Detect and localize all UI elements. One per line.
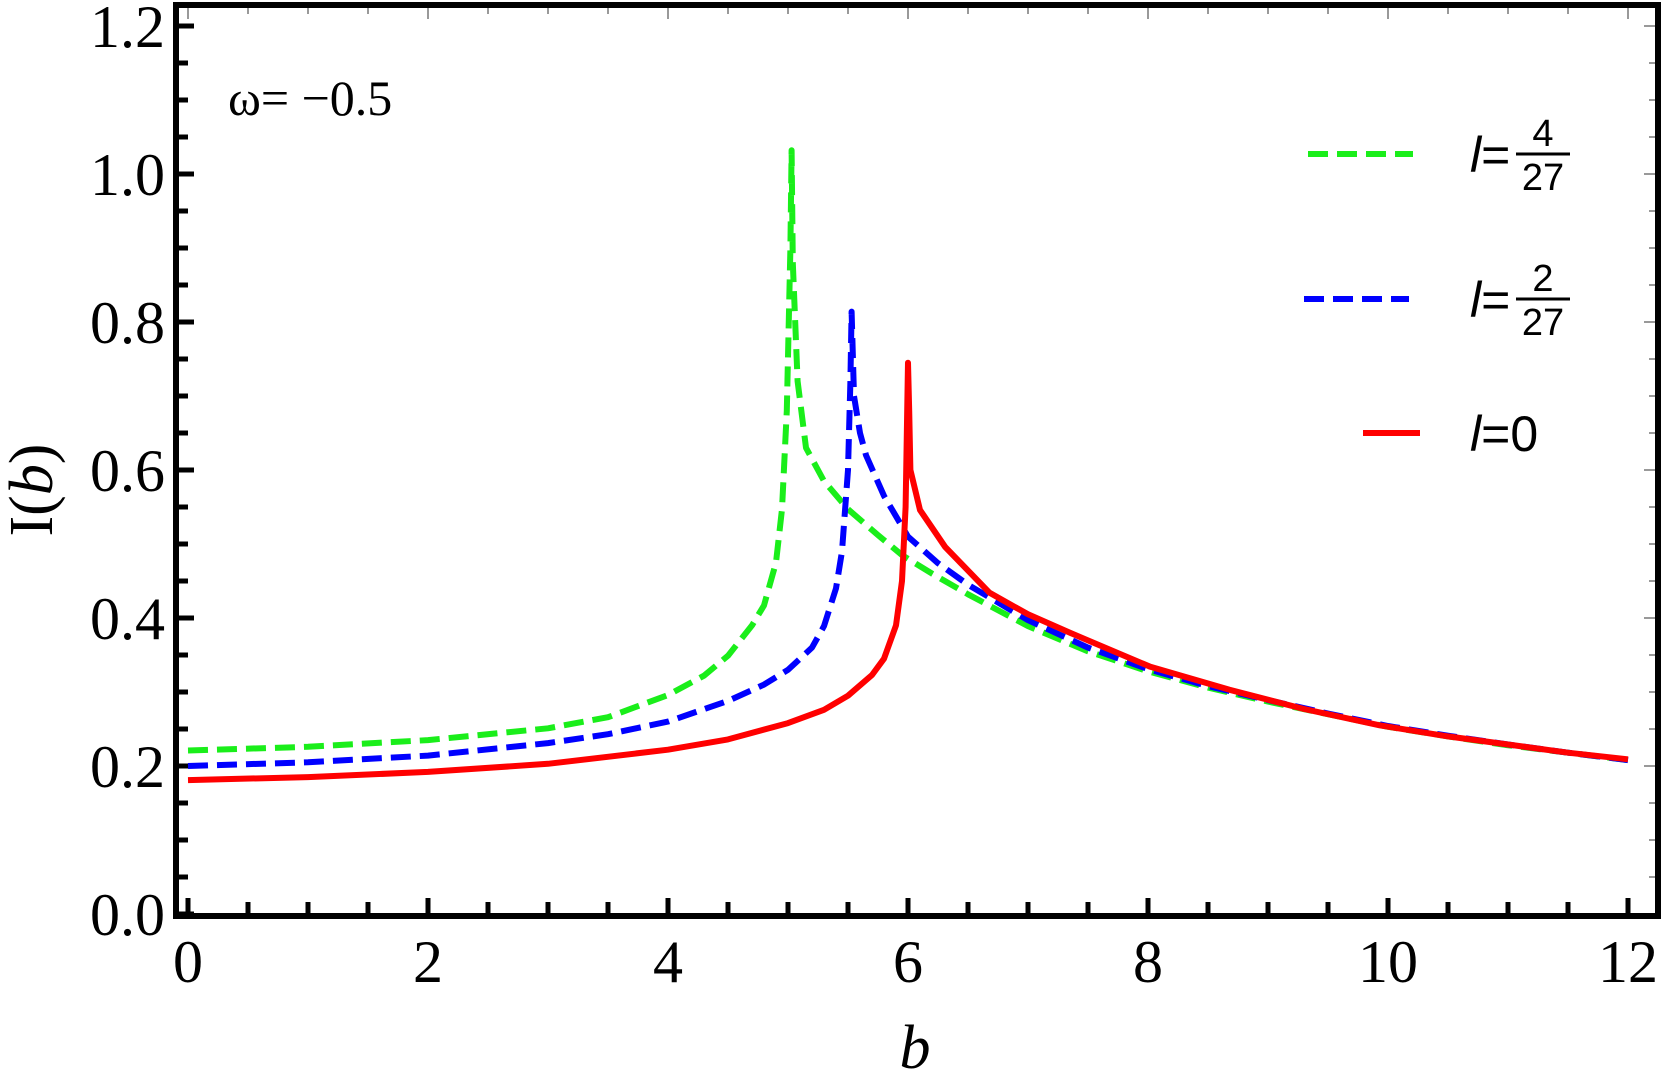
x-tick-labels: 0 2 4 6 8 10 12 (173, 929, 1658, 995)
y-axis-label-part: I( (0, 495, 66, 536)
y-tick-label: 0.4 (90, 586, 165, 652)
y-axis-label-part: ) (0, 444, 66, 465)
y-axis-label: I(b) (0, 444, 66, 537)
series-line-2 (187, 359, 1629, 784)
x-tick-label: 4 (653, 929, 683, 995)
y-tick-label: 0.6 (90, 438, 165, 504)
legend-prefix: l (1470, 272, 1483, 328)
y-axis-label-part: b (0, 464, 66, 495)
x-tick-label: 12 (1598, 929, 1658, 995)
y-tick-labels: 0.0 0.2 0.4 0.6 0.8 1.0 1.2 (90, 0, 165, 948)
legend-value: 0 (1510, 406, 1538, 462)
x-tick-label: 8 (1133, 929, 1163, 995)
legend-numerator-0: 4 (1532, 113, 1553, 155)
x-tick-label: 2 (413, 929, 443, 995)
plot-frame (173, 2, 1661, 919)
legend-prefix: l (1470, 406, 1483, 462)
legend-prefix-eq: = (1481, 406, 1510, 462)
legend-prefix: l (1470, 127, 1483, 183)
legend-prefix-eq: = (1481, 272, 1510, 328)
legend-denominator-1: 27 (1522, 302, 1564, 344)
x-tick-label: 0 (173, 929, 203, 995)
legend-label-1: l= (1470, 272, 1510, 328)
legend-prefix-eq: = (1481, 127, 1510, 183)
x-tick-label: 6 (893, 929, 923, 995)
legend-label-2: l=0 (1470, 406, 1538, 462)
x-tick-label: 10 (1358, 929, 1418, 995)
y-tick-label: 0.8 (90, 290, 165, 356)
y-tick-label: 1.0 (90, 142, 165, 208)
x-axis-label: b (900, 1014, 931, 1080)
annotation-omega: ω= −0.5 (228, 70, 392, 126)
axis-ticks (176, 5, 1658, 917)
y-tick-label: 0.2 (90, 734, 165, 800)
legend-label-0: l= (1470, 127, 1510, 183)
legend-denominator-0: 27 (1522, 157, 1564, 199)
legend-numerator-1: 2 (1532, 258, 1553, 300)
curves (187, 147, 1629, 784)
y-tick-label: 0.0 (90, 882, 165, 948)
y-tick-label: 1.2 (90, 0, 165, 60)
series-line-0 (187, 147, 1629, 764)
